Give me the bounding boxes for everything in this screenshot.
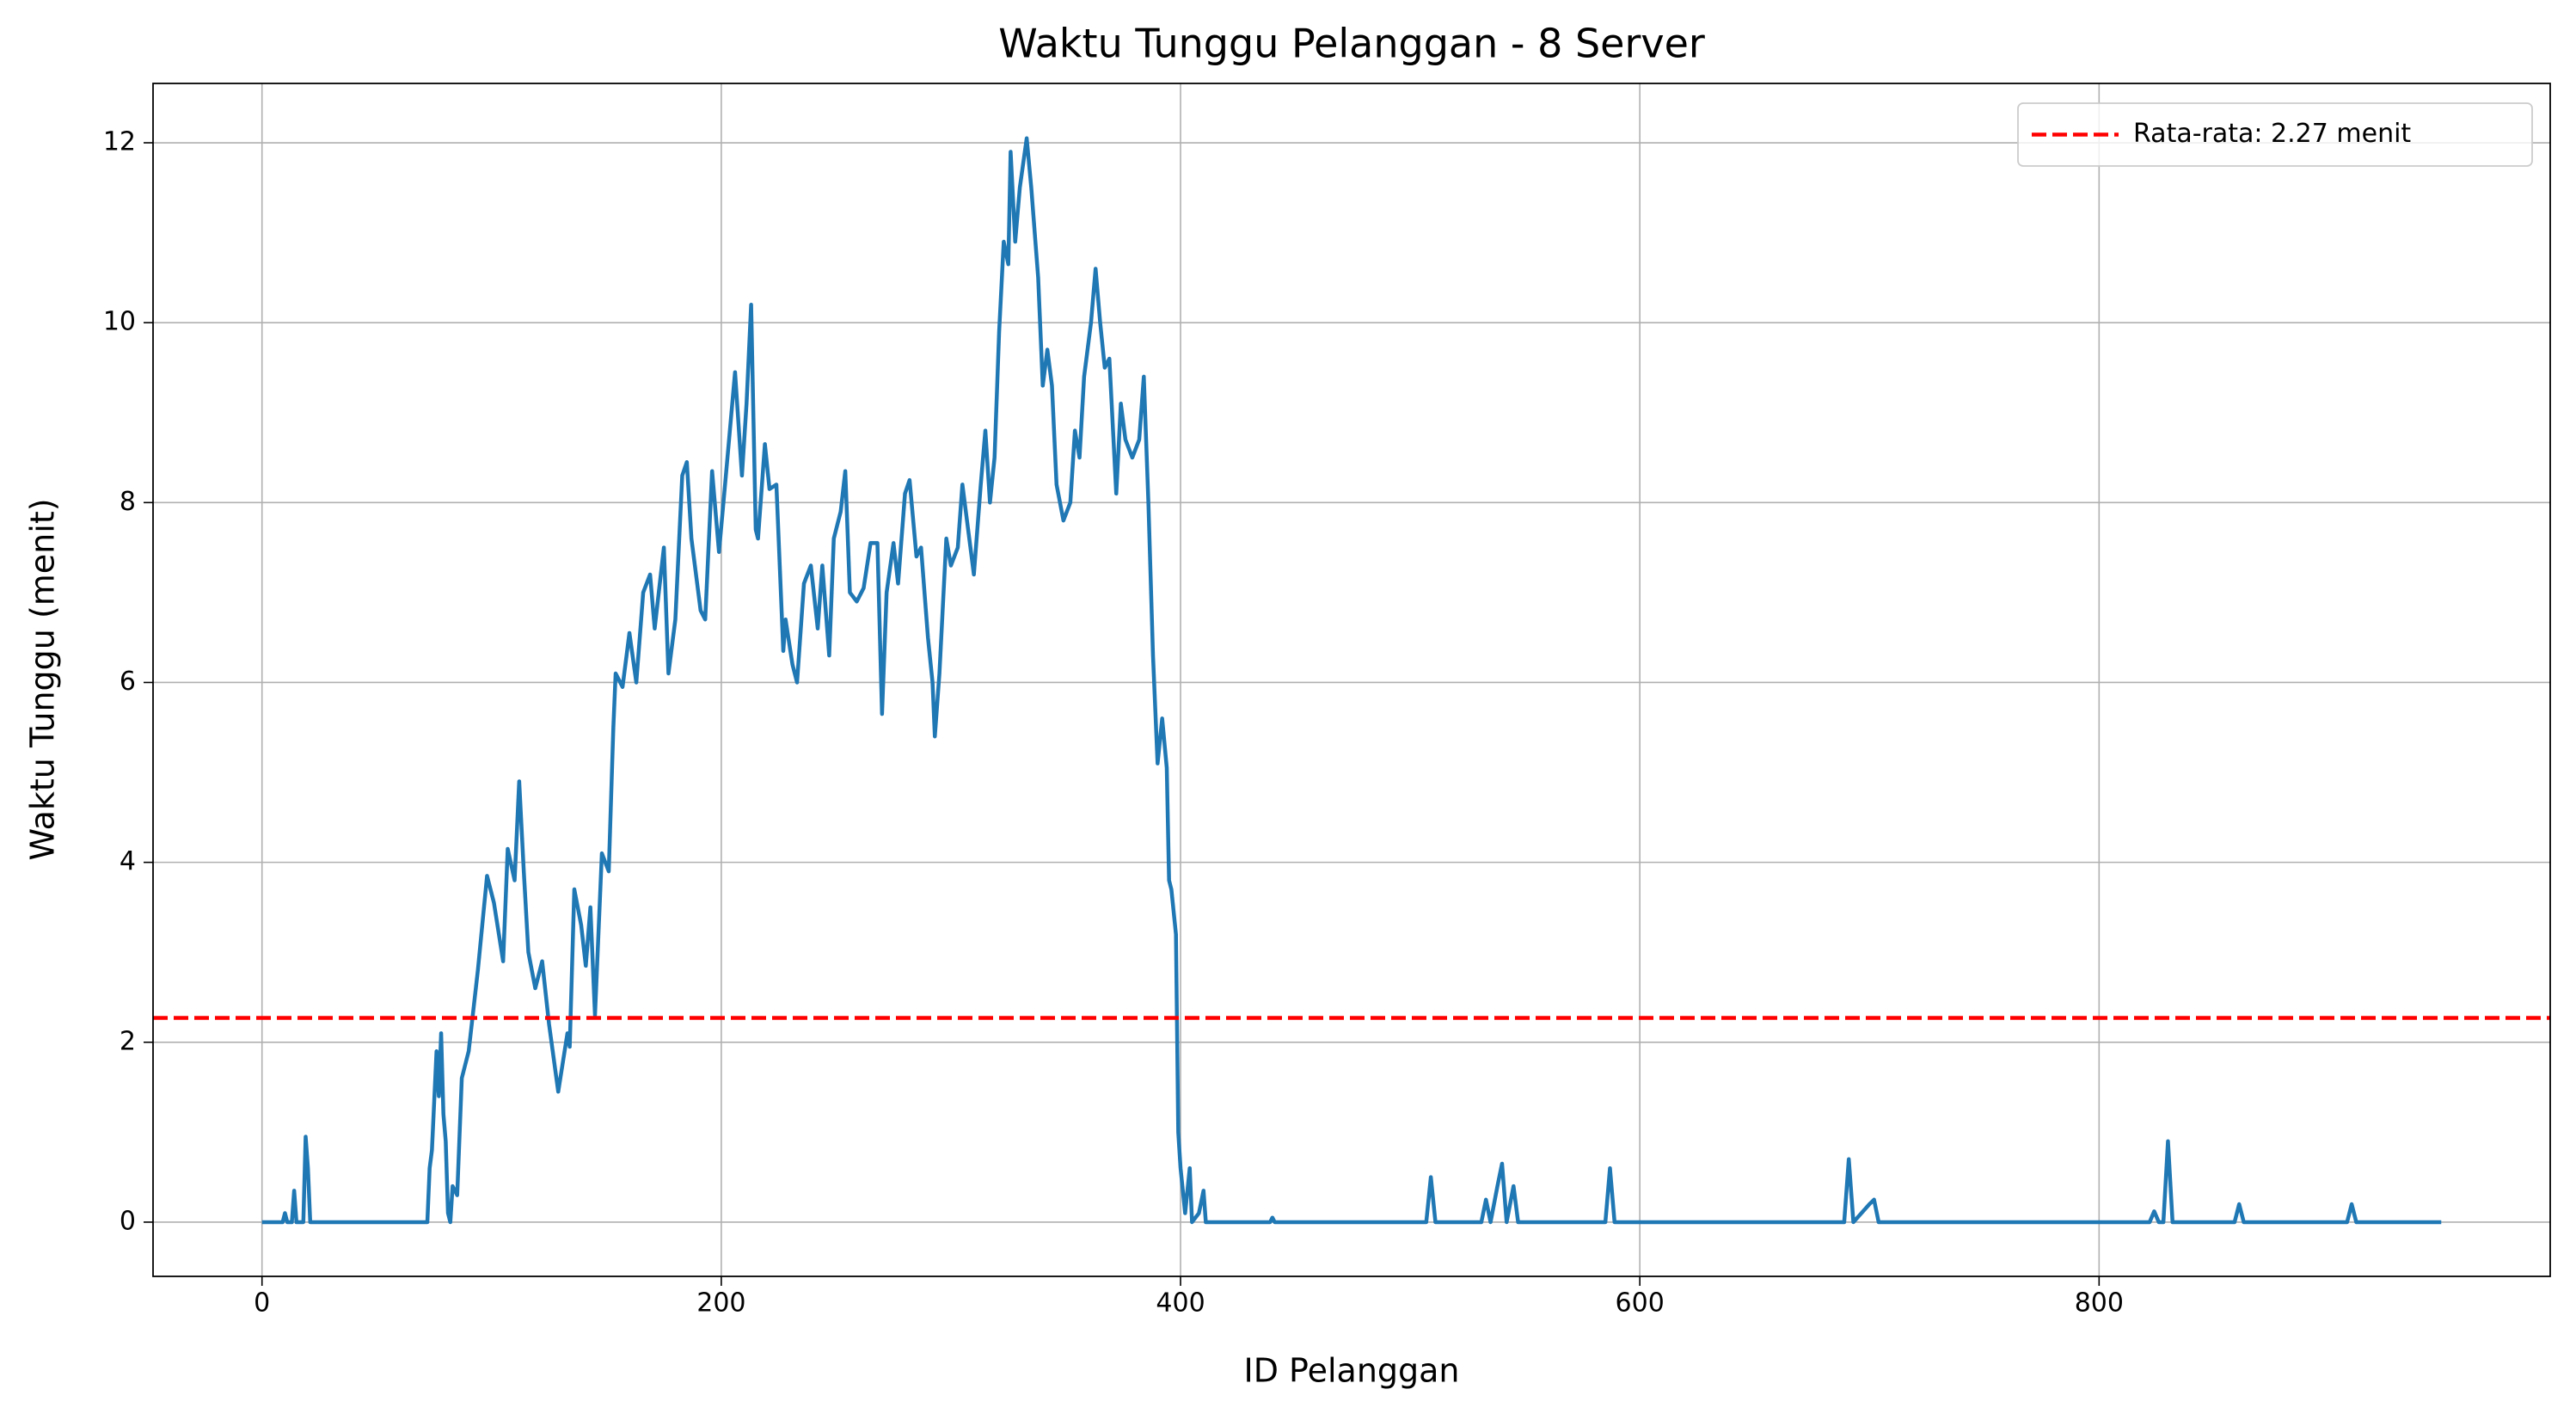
x-tick-label: 400 — [1156, 1288, 1205, 1319]
x-axis-label: ID Pelanggan — [1243, 1352, 1459, 1390]
y-tick-label: 12 — [103, 127, 136, 157]
data-line — [261, 136, 2442, 1225]
y-axis-label: Waktu Tunggu (menit) — [24, 498, 62, 860]
y-tick-label: 8 — [120, 487, 136, 517]
axes-frame — [152, 83, 2551, 1277]
y-tick-label: 0 — [120, 1206, 136, 1236]
legend-box — [2017, 102, 2533, 167]
x-tick-label: 200 — [696, 1288, 745, 1319]
chart-title: Waktu Tunggu Pelanggan - 8 Server — [998, 21, 1705, 67]
y-tick-label: 4 — [120, 846, 136, 876]
legend-label: Rata-rata: 2.27 menit — [2133, 119, 2411, 149]
legend: Rata-rata: 2.27 menit — [2017, 102, 2533, 167]
x-tick-label: 0 — [254, 1288, 270, 1319]
y-tick-label: 2 — [120, 1026, 136, 1056]
x-tick-label: 800 — [2075, 1288, 2124, 1319]
y-tick-label: 6 — [120, 667, 136, 697]
y-tick-label: 10 — [103, 307, 136, 337]
x-tick-label: 600 — [1616, 1288, 1665, 1319]
